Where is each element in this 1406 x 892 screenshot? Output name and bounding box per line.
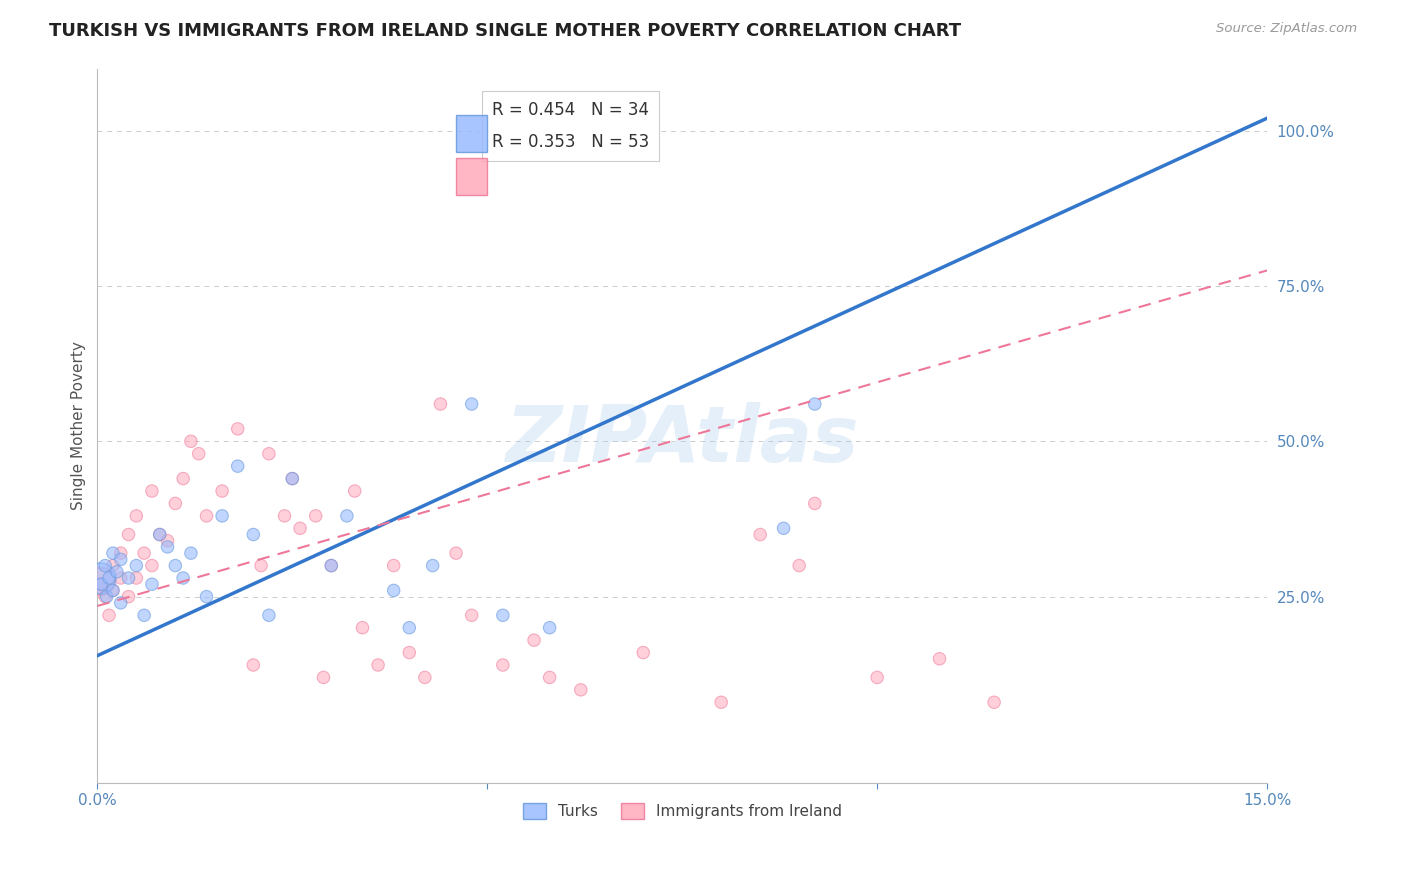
Point — [367, 658, 389, 673]
Point — [172, 571, 194, 585]
Point — [569, 682, 592, 697]
Point — [187, 447, 209, 461]
Point — [110, 596, 132, 610]
Legend: Turks, Immigrants from Ireland: Turks, Immigrants from Ireland — [516, 797, 848, 825]
Point — [90, 577, 112, 591]
Point — [928, 652, 950, 666]
FancyBboxPatch shape — [457, 158, 486, 195]
Point — [710, 695, 733, 709]
Point — [382, 583, 405, 598]
Point — [110, 571, 132, 585]
Text: TURKISH VS IMMIGRANTS FROM IRELAND SINGLE MOTHER POVERTY CORRELATION CHART: TURKISH VS IMMIGRANTS FROM IRELAND SINGL… — [49, 22, 962, 40]
Point — [94, 590, 117, 604]
Point — [165, 558, 187, 573]
Point — [98, 608, 121, 623]
Point — [422, 558, 444, 573]
Point — [242, 658, 264, 673]
Point — [134, 608, 156, 623]
Point — [460, 608, 482, 623]
Point — [165, 496, 187, 510]
Point — [866, 670, 889, 684]
Point — [117, 590, 139, 604]
Point — [312, 670, 335, 684]
Point — [180, 546, 202, 560]
Point — [226, 422, 249, 436]
Point — [983, 695, 1005, 709]
Point — [110, 546, 132, 560]
Point — [749, 527, 772, 541]
Point — [321, 558, 343, 573]
Point — [492, 608, 515, 623]
Point — [89, 574, 111, 588]
Point — [413, 670, 436, 684]
Point — [117, 527, 139, 541]
Point — [803, 397, 825, 411]
Text: Source: ZipAtlas.com: Source: ZipAtlas.com — [1216, 22, 1357, 36]
Point — [226, 459, 249, 474]
Point — [429, 397, 451, 411]
Point — [336, 508, 359, 523]
Point — [250, 558, 273, 573]
Point — [398, 621, 420, 635]
Point — [257, 608, 280, 623]
Point — [305, 508, 328, 523]
FancyBboxPatch shape — [457, 115, 486, 153]
Point — [180, 434, 202, 449]
Point — [110, 552, 132, 566]
Point — [523, 633, 546, 648]
Point — [134, 546, 156, 560]
Point — [195, 590, 218, 604]
Point — [492, 658, 515, 673]
Point — [631, 646, 654, 660]
Point — [321, 558, 343, 573]
Point — [352, 621, 374, 635]
Point — [242, 527, 264, 541]
Point — [343, 483, 366, 498]
Point — [273, 508, 295, 523]
Point — [101, 558, 124, 573]
Point — [156, 533, 179, 548]
Point — [288, 521, 311, 535]
Point — [141, 558, 163, 573]
Point — [141, 483, 163, 498]
Point — [101, 583, 124, 598]
Point — [382, 558, 405, 573]
Point — [94, 558, 117, 573]
Point — [398, 646, 420, 660]
Y-axis label: Single Mother Poverty: Single Mother Poverty — [72, 342, 86, 510]
Point — [257, 447, 280, 461]
Point — [141, 577, 163, 591]
Point — [89, 571, 111, 585]
Point — [149, 527, 172, 541]
Point — [211, 508, 233, 523]
Point — [172, 472, 194, 486]
Point — [149, 527, 172, 541]
Point — [195, 508, 218, 523]
Text: ZIPAtlas: ZIPAtlas — [505, 402, 859, 478]
Point — [105, 565, 128, 579]
Point — [117, 571, 139, 585]
Point — [538, 621, 561, 635]
Point — [156, 540, 179, 554]
Point — [125, 571, 148, 585]
Point — [281, 472, 304, 486]
Point — [460, 397, 482, 411]
Point — [772, 521, 794, 535]
Point — [538, 670, 561, 684]
Point — [444, 546, 467, 560]
Point — [125, 508, 148, 523]
Point — [125, 558, 148, 573]
Point — [101, 583, 124, 598]
Point — [101, 546, 124, 560]
Point — [98, 571, 121, 585]
Text: R = 0.454   N = 34
R = 0.353   N = 53: R = 0.454 N = 34 R = 0.353 N = 53 — [492, 101, 648, 151]
Point — [96, 590, 118, 604]
Point — [211, 483, 233, 498]
Point — [281, 472, 304, 486]
Point — [787, 558, 810, 573]
Point — [89, 577, 111, 591]
Point — [803, 496, 825, 510]
